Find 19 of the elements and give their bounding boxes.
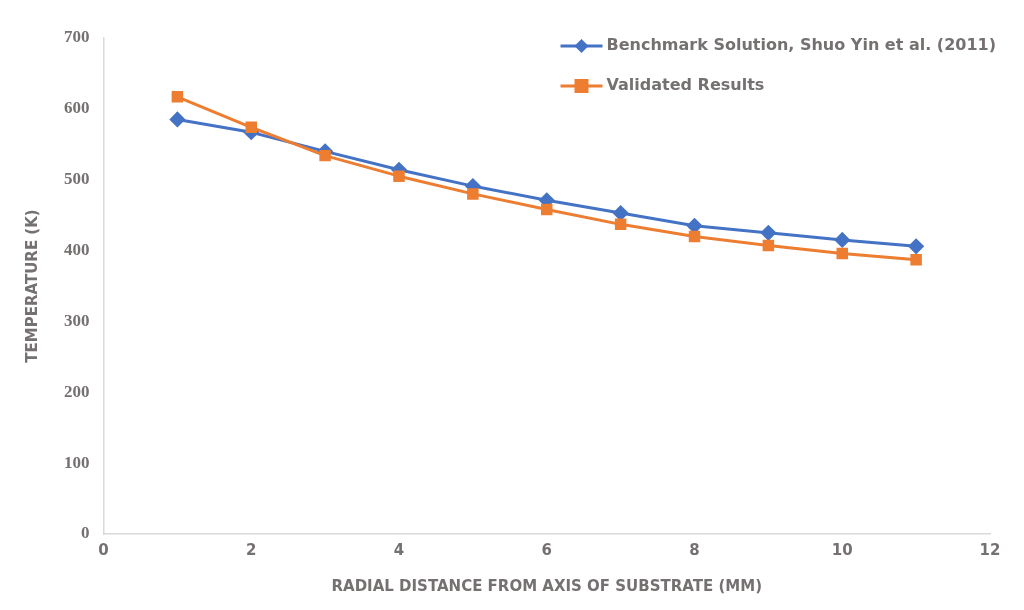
y-tick-label: 400 — [64, 239, 90, 259]
legend-label: Validated Results — [606, 75, 765, 95]
x-tick-label: 2 — [246, 540, 257, 559]
y-tick-label: 600 — [64, 98, 90, 118]
y-axis-title: TEMPERATURE (K) — [22, 209, 41, 363]
x-tick-label: 4 — [393, 540, 405, 559]
y-tick-label: 100 — [64, 452, 90, 472]
y-tick-label: 300 — [64, 310, 90, 330]
x-axis-title: RADIAL DISTANCE FROM AXIS OF SUBSTRATE (MM) — [331, 576, 763, 595]
y-tick-label: 700 — [64, 27, 90, 47]
x-tick-label: 8 — [689, 540, 700, 559]
y-tick-label: 200 — [64, 381, 90, 401]
x-tick-label: 12 — [979, 540, 1001, 559]
x-tick-label: 10 — [831, 540, 853, 559]
legend-label: Benchmark Solution, Shuo Yin et al. (2011) — [606, 35, 997, 55]
x-tick-label: 0 — [98, 540, 109, 559]
y-tick-label: 500 — [64, 169, 90, 189]
x-tick-label: 6 — [541, 540, 552, 559]
y-tick-label: 0 — [81, 523, 90, 543]
